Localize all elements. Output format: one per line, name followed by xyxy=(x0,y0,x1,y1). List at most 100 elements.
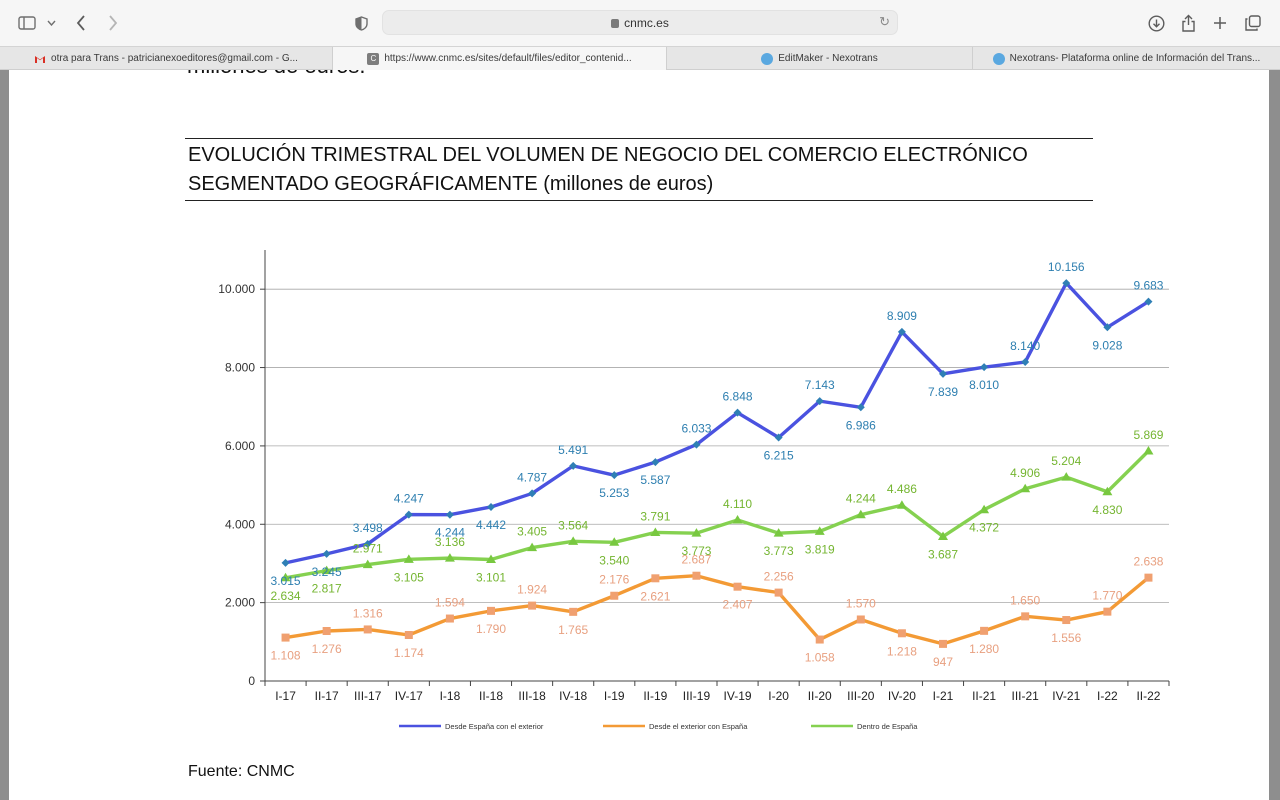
globe-icon xyxy=(761,52,774,65)
data-point xyxy=(897,327,906,336)
series xyxy=(280,279,1154,648)
x-tick-label: II-17 xyxy=(315,689,339,703)
download-icon[interactable] xyxy=(1146,12,1166,34)
data-label: 3.791 xyxy=(640,509,670,523)
x-tick-label: II-18 xyxy=(479,689,503,703)
data-point xyxy=(1021,612,1030,621)
chart-title-unit: (millones de euros) xyxy=(537,173,714,195)
lock-icon xyxy=(611,19,620,28)
gridlines xyxy=(265,288,1169,604)
source-note: Fuente: CNMC xyxy=(188,763,295,780)
tab-overview-icon[interactable] xyxy=(1243,12,1263,34)
title-bottom-rule xyxy=(185,200,1093,201)
data-point xyxy=(1143,446,1154,455)
document-viewport[interactable]: millones de euros. EVOLUCIÓN TRIMESTRAL … xyxy=(0,70,1280,800)
data-label: 3.540 xyxy=(599,553,629,567)
data-label: 3.015 xyxy=(271,574,301,588)
chevron-down-icon[interactable] xyxy=(44,12,58,34)
data-label: 3.101 xyxy=(476,570,506,584)
data-point xyxy=(692,571,701,580)
globe-icon xyxy=(992,52,1005,65)
legend: Desde España con el exterior Desde el ext… xyxy=(399,722,918,731)
sidebar-toggle-icon[interactable] xyxy=(16,12,38,34)
data-point xyxy=(404,631,413,640)
data-label: 1.770 xyxy=(1092,589,1122,603)
data-label: 5.869 xyxy=(1133,428,1163,442)
data-label: 9.028 xyxy=(1092,338,1122,352)
data-point xyxy=(322,549,331,558)
data-label: 2.817 xyxy=(312,582,342,596)
url-text: cnmc.es xyxy=(383,16,897,30)
data-point xyxy=(651,458,660,467)
data-point xyxy=(281,633,290,642)
data-point xyxy=(1144,297,1153,306)
data-label: 6.986 xyxy=(846,418,876,432)
data-label: 6.215 xyxy=(764,448,794,462)
y-tick-label: 8.000 xyxy=(225,361,255,375)
data-label: 3.564 xyxy=(558,518,588,532)
privacy-shield-icon[interactable] xyxy=(352,12,370,34)
back-icon[interactable] xyxy=(72,12,90,34)
x-tick-label: III-20 xyxy=(847,689,875,703)
data-label: 2.176 xyxy=(599,573,629,587)
data-point xyxy=(856,615,865,624)
data-point xyxy=(939,639,947,648)
share-icon[interactable] xyxy=(1178,12,1198,34)
data-point xyxy=(322,627,331,636)
y-tick-label: 10.000 xyxy=(218,282,255,296)
x-tick-label: III-21 xyxy=(1012,689,1040,703)
series-line xyxy=(283,449,1151,580)
data-label: 1.174 xyxy=(394,646,424,660)
x-tick-label: IV-19 xyxy=(724,689,752,703)
data-label: 5.587 xyxy=(640,473,670,487)
data-point xyxy=(445,510,454,519)
data-point xyxy=(1062,616,1071,625)
data-label: 6.033 xyxy=(681,422,711,436)
data-point xyxy=(980,626,989,635)
data-point xyxy=(527,542,538,552)
data-label: 4.906 xyxy=(1010,466,1040,480)
series-line xyxy=(283,281,1151,565)
new-tab-icon[interactable] xyxy=(1210,12,1230,34)
title-top-rule xyxy=(185,138,1093,139)
data-point xyxy=(321,565,332,575)
data-point xyxy=(774,433,783,442)
data-label: 4.830 xyxy=(1092,503,1122,517)
data-label: 3.773 xyxy=(764,544,794,558)
forward-icon[interactable] xyxy=(104,12,122,34)
data-point xyxy=(1102,486,1113,496)
tab-gmail[interactable]: otra para Trans - patricianexoeditores@g… xyxy=(0,47,333,70)
data-point xyxy=(362,559,373,569)
data-point xyxy=(733,408,742,417)
x-tick-label: I-22 xyxy=(1097,689,1118,703)
data-label: 10.156 xyxy=(1048,260,1085,274)
x-tick-label: I-17 xyxy=(275,689,296,703)
tab-editmaker[interactable]: EditMaker - Nexotrans xyxy=(667,47,973,70)
data-label: 1.765 xyxy=(558,623,588,637)
data-point xyxy=(814,526,825,535)
chart-title: EVOLUCIÓN TRIMESTRAL DEL VOLUMEN DE NEGO… xyxy=(188,141,1028,199)
chart-title-line2: SEGMENTADO GEOGRÁFICAMENTE (millones de … xyxy=(188,170,1028,199)
address-bar[interactable]: cnmc.es ↻ xyxy=(382,10,898,35)
data-label: 8.140 xyxy=(1010,339,1040,353)
data-point xyxy=(1062,279,1071,288)
data-label: 9.683 xyxy=(1133,279,1163,293)
data-point xyxy=(610,591,619,600)
tab-nexotrans[interactable]: Nexotrans- Plataforma online de Informac… xyxy=(973,47,1280,70)
data-point xyxy=(569,461,578,470)
data-point xyxy=(281,558,290,567)
data-point xyxy=(651,574,660,583)
reload-icon[interactable]: ↻ xyxy=(879,14,890,29)
x-tick-label: I-21 xyxy=(933,689,954,703)
data-point xyxy=(445,614,454,623)
data-point xyxy=(774,588,783,597)
data-point xyxy=(568,536,579,545)
data-label: 7.839 xyxy=(928,385,958,399)
data-label: 3.687 xyxy=(928,548,958,562)
data-label: 3.136 xyxy=(435,535,465,549)
data-label: 2.634 xyxy=(271,589,301,603)
data-point xyxy=(773,528,784,537)
data-label: 1.280 xyxy=(969,642,999,656)
data-label: 947 xyxy=(933,655,953,669)
